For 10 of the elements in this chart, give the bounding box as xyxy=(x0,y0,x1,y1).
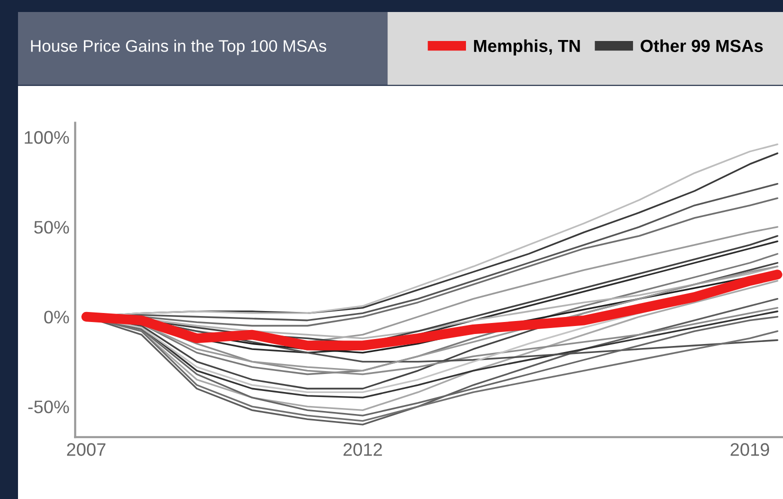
y-tick-label: 0% xyxy=(44,310,69,324)
chart-title: House Price Gains in the Top 100 MSAs xyxy=(31,40,326,56)
legend-label: Memphis, TN xyxy=(474,39,580,56)
x-tick-label: 2019 xyxy=(730,443,770,456)
x-tick-label: 2007 xyxy=(67,443,106,456)
legend-label: Other 99 MSAs xyxy=(640,39,763,52)
y-tick-label: -50% xyxy=(28,400,69,414)
y-tick-label: 100% xyxy=(24,131,69,144)
x-tick-label: 2012 xyxy=(344,443,382,456)
y-tick-label: 50% xyxy=(34,220,69,234)
